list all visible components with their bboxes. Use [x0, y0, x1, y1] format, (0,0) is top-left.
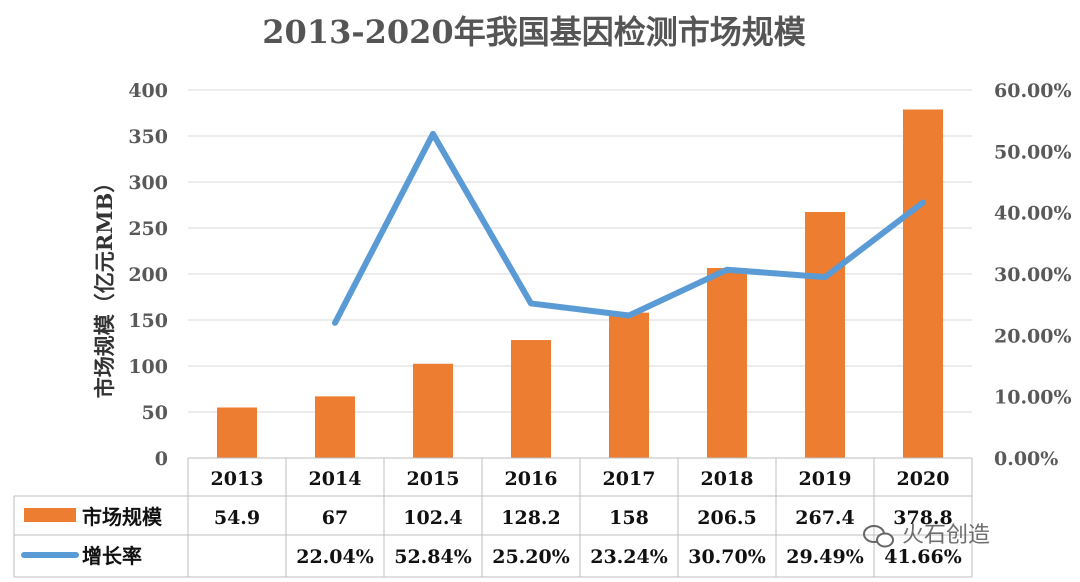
bar [315, 396, 355, 458]
x-tick-label: 2013 [211, 468, 264, 490]
line-point [726, 269, 728, 271]
y-tick-label: 200 [128, 264, 168, 286]
watermark-text: 火石创造 [902, 523, 990, 548]
gridlines [188, 89, 972, 459]
data-label: 25.20% [492, 546, 570, 568]
y-tick-label: 150 [128, 310, 168, 332]
bar [707, 268, 747, 458]
data-label: 378.8 [893, 507, 953, 529]
data-label: 30.70% [688, 546, 766, 568]
x-tick-label: 2017 [603, 468, 656, 490]
data-label: 29.49% [786, 546, 864, 568]
y2-tick-label: 40.00% [994, 203, 1072, 225]
data-label: 54.9 [214, 507, 260, 529]
line-point [628, 314, 630, 316]
data-label: 267.4 [795, 507, 855, 529]
y-tick-label: 300 [128, 172, 168, 194]
bar [413, 363, 453, 458]
line-point [922, 201, 924, 203]
bar [805, 211, 845, 458]
bar [511, 340, 551, 458]
bar [217, 407, 257, 458]
data-label: 158 [609, 507, 649, 529]
line-point [530, 302, 532, 304]
y-tick-label: 350 [128, 126, 168, 148]
y-axis-left: 0 50 100 150 200 250 300 350 400 [128, 80, 168, 470]
y-tick-label: 0 [155, 448, 168, 470]
y2-tick-label: 30.00% [994, 264, 1072, 286]
y2-tick-label: 0.00% [994, 448, 1058, 470]
bar-series [217, 109, 943, 458]
y2-tick-label: 60.00% [994, 80, 1072, 102]
legend-label: 市场规模 [82, 505, 163, 529]
y-tick-label: 100 [128, 356, 168, 378]
y-tick-label: 50 [142, 402, 168, 424]
y2-tick-label: 10.00% [994, 387, 1072, 409]
y-tick-label: 400 [128, 80, 168, 102]
x-tick-label: 2014 [309, 468, 362, 490]
x-tick-label: 2016 [505, 468, 558, 490]
legend-label: 增长率 [82, 544, 142, 568]
data-label: 102.4 [403, 507, 463, 529]
wechat-icon [863, 525, 894, 548]
data-label: 206.5 [697, 507, 757, 529]
legend-swatch-bar [24, 508, 76, 522]
data-label: 67 [322, 507, 348, 529]
y-axis-label: 市场规模（亿元RMB） [92, 172, 117, 398]
data-label: 23.24% [590, 546, 668, 568]
line-point [432, 133, 434, 135]
x-tick-label: 2018 [701, 468, 754, 490]
bar [903, 109, 943, 458]
chart-title: 2013-2020年我国基因检测市场规模 [262, 13, 805, 51]
data-label: 22.04% [296, 546, 374, 568]
y2-tick-label: 20.00% [994, 325, 1072, 347]
watermark: 火石创造 [863, 523, 990, 548]
data-label: 41.66% [884, 546, 962, 568]
x-tick-label: 2015 [407, 468, 460, 490]
line-point [334, 322, 336, 324]
line-point [824, 276, 826, 278]
x-tick-label: 2020 [897, 468, 950, 490]
line-series [332, 130, 926, 326]
y-tick-label: 250 [128, 218, 168, 240]
data-label: 128.2 [501, 507, 561, 529]
data-label: 52.84% [394, 546, 472, 568]
y2-tick-label: 50.00% [994, 141, 1072, 163]
bar [609, 312, 649, 458]
y-axis-right: 0.00% 10.00% 20.00% 30.00% 40.00% 50.00% 60.00… [994, 80, 1072, 470]
data-table: 2013 2014 2015 2016 2017 2018 2019 2020 市场规模 54.9… [13, 457, 973, 578]
x-tick-label: 2019 [799, 468, 852, 490]
